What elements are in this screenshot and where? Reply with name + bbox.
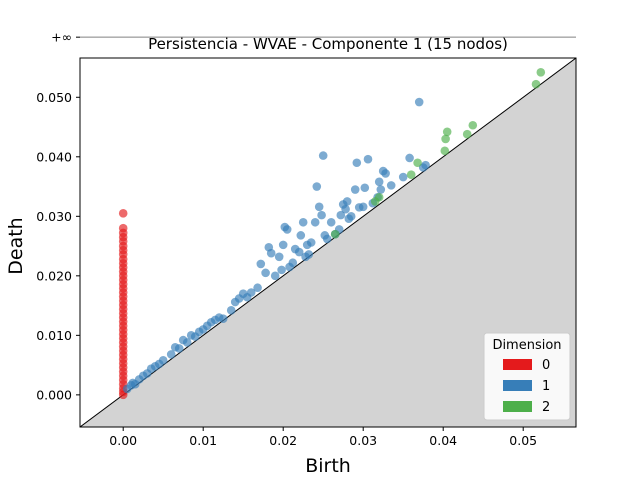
legend-label-0: 0 [542, 358, 550, 373]
data-point-dim-1 [352, 158, 362, 168]
x-tick-label: 0.04 [429, 433, 457, 448]
data-point-dim-2 [374, 192, 384, 202]
legend-label-2: 2 [542, 400, 550, 415]
x-axis: 0.00 0.01 0.02 0.03 0.04 0.05 [109, 427, 537, 448]
data-point-dim-1 [256, 259, 266, 269]
data-point-dim-1 [277, 265, 286, 275]
y-axis: 0.000 0.010 0.020 0.030 0.040 0.050 [36, 36, 80, 402]
legend: Dimension 0 1 2 [483, 332, 571, 421]
data-point-dim-2 [462, 129, 472, 139]
data-point-dim-2 [413, 158, 422, 168]
data-point-dim-1 [261, 268, 270, 278]
data-point-dim-1 [405, 153, 414, 163]
data-point-dim-2 [531, 79, 541, 89]
points-layer [118, 67, 546, 400]
data-point-dim-0 [118, 209, 128, 218]
data-point-dim-1 [158, 356, 168, 365]
data-point-dim-1 [336, 210, 346, 220]
data-point-dim-2 [330, 229, 340, 239]
data-point-dim-1 [298, 217, 308, 227]
data-point-dim-1 [266, 248, 276, 258]
data-point-dim-1 [358, 202, 368, 212]
data-point-dim-1 [322, 234, 332, 244]
data-point-dim-1 [218, 314, 228, 323]
data-point-dim-1 [226, 306, 236, 315]
y-tick-label: 0.030 [36, 209, 72, 224]
data-point-dim-1 [314, 202, 324, 212]
data-point-dim-1 [166, 350, 176, 359]
chart-title: Persistencia - WVAE - Componente 1 (15 n… [148, 35, 508, 53]
legend-box [483, 332, 571, 421]
data-point-dim-1 [381, 169, 390, 178]
data-point-dim-1 [317, 210, 326, 220]
legend-title: Dimension [492, 338, 561, 353]
x-axis-title: Birth [305, 455, 351, 477]
series-0 [118, 209, 128, 400]
data-point-dim-1 [270, 271, 280, 281]
plot-frame [79, 57, 577, 428]
y-tick-label: 0.000 [36, 387, 72, 402]
data-point-dim-1 [288, 258, 298, 268]
y-axis-title: Death [5, 217, 27, 274]
data-point-dim-1 [312, 182, 322, 191]
data-point-dim-1 [246, 288, 256, 297]
x-tick-label: 0.00 [109, 433, 137, 448]
data-point-dim-1 [360, 183, 370, 193]
data-point-dim-2 [406, 170, 416, 179]
data-point-dim-1 [318, 151, 328, 160]
x-tick-label: 0.03 [349, 433, 377, 448]
data-point-dim-1 [414, 97, 424, 107]
data-point-dim-1 [346, 212, 356, 221]
data-point-dim-1 [341, 204, 350, 214]
data-point-dim-1 [306, 238, 316, 247]
data-point-dim-2 [442, 127, 452, 137]
infinity-tick-label: +∞ [51, 30, 72, 45]
data-point-dim-1 [363, 154, 373, 164]
data-point-dim-1 [398, 172, 408, 182]
legend-swatch-0 [503, 359, 532, 370]
data-point-dim-1 [282, 225, 292, 234]
data-point-dim-1 [174, 344, 184, 353]
legend-swatch-2 [503, 401, 532, 412]
x-tick-label: 0.05 [509, 433, 537, 448]
y-tick-label: 0.040 [36, 149, 72, 164]
data-point-dim-1 [342, 197, 352, 206]
data-point-dim-1 [310, 217, 320, 227]
data-point-dim-1 [386, 181, 396, 190]
data-point-dim-1 [296, 231, 306, 240]
legend-label-1: 1 [542, 379, 550, 394]
data-point-dim-1 [253, 283, 262, 293]
data-point-dim-1 [326, 217, 336, 227]
plot-area [79, 36, 577, 428]
data-point-dim-2 [440, 146, 450, 156]
legend-swatch-1 [503, 380, 532, 391]
data-point-dim-1 [182, 338, 192, 347]
x-tick-label: 0.01 [189, 433, 217, 448]
data-point-dim-1 [304, 250, 314, 259]
data-point-dim-2 [441, 134, 450, 144]
data-point-dim-1 [376, 185, 386, 194]
y-tick-label: 0.010 [36, 328, 72, 343]
data-point-dim-2 [468, 120, 478, 130]
data-point-dim-1 [374, 177, 384, 187]
data-point-dim-2 [536, 67, 546, 77]
data-point-dim-1 [350, 185, 360, 194]
y-tick-label: 0.050 [36, 90, 72, 105]
data-point-dim-1 [421, 160, 430, 170]
y-tick-label: 0.020 [36, 268, 72, 283]
x-tick-label: 0.02 [269, 433, 297, 448]
series-2 [330, 67, 546, 239]
data-point-dim-1 [278, 240, 288, 250]
data-point-dim-1 [274, 252, 284, 262]
data-point-dim-1 [294, 247, 304, 257]
